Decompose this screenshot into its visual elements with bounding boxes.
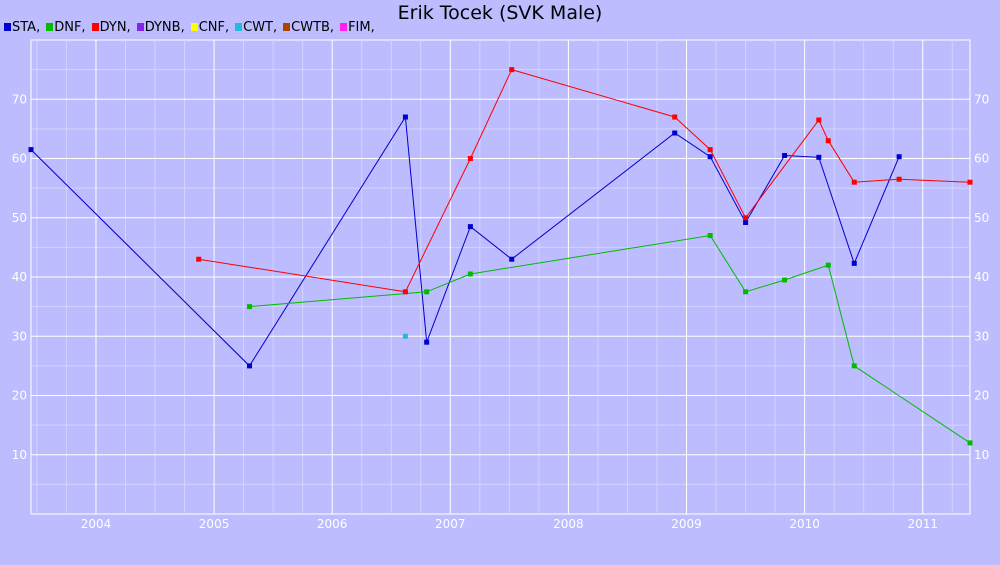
data-point-dnf bbox=[782, 277, 788, 283]
legend-label-cwt: CWT, bbox=[243, 20, 278, 35]
legend-swatch-dyn bbox=[91, 23, 99, 31]
x-tick-label: 2011 bbox=[907, 517, 938, 531]
legend-label-cwtb: CWTB, bbox=[291, 20, 335, 35]
x-tick-label: 2006 bbox=[317, 517, 348, 531]
data-point-cwt bbox=[402, 333, 408, 339]
y-tick-label-right: 30 bbox=[974, 329, 989, 343]
data-point-dnf bbox=[825, 262, 831, 268]
data-point-dnf bbox=[424, 289, 430, 295]
legend-swatch-fim bbox=[340, 23, 348, 31]
data-point-sta bbox=[743, 219, 749, 225]
y-tick-label-left: 10 bbox=[12, 448, 27, 462]
data-point-dyn bbox=[402, 289, 408, 295]
x-tick-label: 2010 bbox=[789, 517, 820, 531]
data-point-sta bbox=[467, 224, 473, 230]
y-tick-label-left: 50 bbox=[12, 211, 27, 225]
y-tick-label-right: 20 bbox=[974, 389, 989, 403]
data-point-dnf bbox=[467, 271, 473, 277]
y-tick-label-left: 60 bbox=[12, 152, 27, 166]
data-point-sta bbox=[707, 154, 713, 160]
legend-item-fim: FIM, bbox=[340, 20, 375, 35]
x-tick-label: 2008 bbox=[553, 517, 584, 531]
legend-label-dnf: DNF, bbox=[54, 20, 86, 35]
x-tick-label: 2009 bbox=[671, 517, 702, 531]
x-tick-label: 2004 bbox=[81, 517, 112, 531]
legend-item-dyn: DYN, bbox=[91, 20, 131, 35]
data-point-dyn bbox=[825, 138, 831, 144]
data-point-dyn bbox=[509, 67, 515, 73]
y-tick-label-right: 40 bbox=[974, 270, 989, 284]
data-point-sta bbox=[424, 339, 430, 345]
legend-swatch-cwtb bbox=[283, 23, 291, 31]
data-point-sta bbox=[402, 114, 408, 120]
legend-swatch-dynb bbox=[136, 23, 144, 31]
data-point-dnf bbox=[707, 233, 713, 239]
legend: STA, DNF, DYN, DYNB, CNF, CWT, CWTB, FIM, bbox=[4, 20, 381, 35]
data-point-dyn bbox=[467, 156, 473, 161]
legend-swatch-cwt bbox=[235, 23, 243, 31]
x-tick-label: 2007 bbox=[435, 517, 466, 531]
data-point-sta bbox=[782, 153, 788, 159]
legend-swatch-dnf bbox=[46, 23, 54, 31]
data-point-dnf bbox=[851, 363, 857, 369]
legend-item-dynb: DYNB, bbox=[136, 20, 185, 35]
data-point-dyn bbox=[851, 179, 857, 185]
legend-label-fim: FIM, bbox=[348, 20, 375, 35]
y-tick-label-left: 20 bbox=[12, 389, 27, 403]
legend-item-cwt: CWT, bbox=[235, 20, 277, 35]
data-point-sta bbox=[672, 130, 678, 136]
legend-swatch-cnf bbox=[190, 23, 198, 31]
y-tick-label-left: 30 bbox=[12, 329, 27, 343]
data-point-sta bbox=[851, 260, 857, 266]
legend-label-cnf: CNF, bbox=[198, 20, 230, 35]
legend-swatch-sta bbox=[4, 23, 11, 31]
data-point-dyn bbox=[896, 176, 902, 182]
data-point-dyn bbox=[196, 256, 202, 262]
legend-label-dyn: DYN, bbox=[99, 20, 131, 35]
data-point-sta bbox=[28, 147, 34, 153]
data-point-dyn bbox=[816, 117, 822, 123]
x-tick-label: 2005 bbox=[199, 517, 230, 531]
legend-item-sta: STA, bbox=[4, 20, 40, 35]
y-tick-label-left: 40 bbox=[12, 270, 27, 284]
data-point-dnf bbox=[967, 440, 973, 446]
y-tick-label-right: 10 bbox=[974, 448, 989, 462]
series-line-dnf bbox=[249, 234, 971, 444]
data-point-dyn bbox=[707, 147, 713, 153]
data-point-dnf bbox=[247, 304, 253, 310]
legend-item-cnf: CNF, bbox=[190, 20, 230, 35]
data-point-dyn bbox=[967, 179, 973, 185]
chart-title: Erik Tocek (SVK Male) bbox=[397, 2, 603, 24]
data-point-dnf bbox=[743, 289, 749, 295]
data-point-dyn bbox=[743, 215, 749, 221]
y-tick-label-left: 70 bbox=[12, 92, 27, 106]
legend-item-dnf: DNF, bbox=[46, 20, 86, 35]
data-point-dyn bbox=[672, 114, 678, 120]
data-point-sta bbox=[247, 363, 253, 369]
legend-label-dynb: DYNB, bbox=[144, 20, 185, 35]
data-point-sta bbox=[896, 154, 902, 160]
legend-item-cwtb: CWTB, bbox=[283, 20, 334, 35]
y-tick-label-right: 60 bbox=[974, 152, 989, 166]
data-point-sta bbox=[509, 256, 515, 262]
y-tick-label-right: 50 bbox=[974, 211, 989, 225]
legend-label-sta: STA, bbox=[12, 20, 41, 35]
data-point-sta bbox=[816, 154, 822, 160]
y-tick-label-right: 70 bbox=[974, 92, 989, 106]
series-line-dyn bbox=[198, 69, 971, 293]
series-line-sta bbox=[30, 115, 900, 367]
